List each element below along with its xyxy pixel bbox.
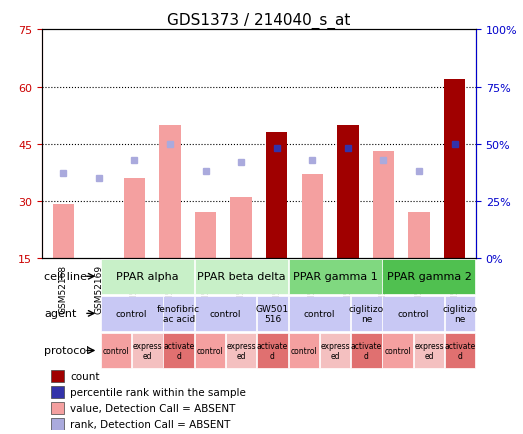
Bar bbox=[302, 174, 323, 258]
Polygon shape bbox=[51, 370, 64, 382]
Text: PPAR gamma 1: PPAR gamma 1 bbox=[293, 272, 378, 282]
Text: protocol: protocol bbox=[44, 345, 89, 355]
Polygon shape bbox=[195, 296, 256, 331]
Polygon shape bbox=[445, 333, 475, 368]
Polygon shape bbox=[257, 296, 288, 331]
Polygon shape bbox=[195, 333, 225, 368]
Bar bbox=[373, 152, 394, 258]
Text: control: control bbox=[116, 309, 147, 318]
Text: percentile rank within the sample: percentile rank within the sample bbox=[70, 387, 246, 397]
Text: control: control bbox=[290, 346, 317, 355]
Text: PPAR gamma 2: PPAR gamma 2 bbox=[386, 272, 471, 282]
Polygon shape bbox=[164, 333, 194, 368]
Polygon shape bbox=[164, 296, 194, 331]
Text: rank, Detection Call = ABSENT: rank, Detection Call = ABSENT bbox=[70, 419, 231, 429]
Polygon shape bbox=[320, 333, 350, 368]
Bar bbox=[231, 197, 252, 258]
Text: express
ed: express ed bbox=[414, 341, 444, 360]
Polygon shape bbox=[195, 259, 288, 294]
Text: ciglitizo
ne: ciglitizo ne bbox=[349, 304, 384, 323]
Polygon shape bbox=[51, 418, 64, 430]
Text: cell line: cell line bbox=[44, 272, 87, 282]
Bar bbox=[123, 178, 145, 258]
Text: control: control bbox=[197, 346, 223, 355]
Bar bbox=[266, 133, 287, 258]
Bar bbox=[195, 213, 216, 258]
Text: fenofibric
ac acid: fenofibric ac acid bbox=[157, 304, 200, 323]
Text: control: control bbox=[384, 346, 411, 355]
Bar bbox=[337, 125, 358, 258]
Text: activate
d: activate d bbox=[445, 341, 476, 360]
Text: ciglitizo
ne: ciglitizo ne bbox=[443, 304, 478, 323]
Text: GW501
516: GW501 516 bbox=[256, 304, 289, 323]
Text: control: control bbox=[304, 309, 335, 318]
Polygon shape bbox=[414, 333, 444, 368]
Polygon shape bbox=[132, 333, 163, 368]
Text: agent: agent bbox=[44, 309, 76, 319]
Polygon shape bbox=[382, 259, 475, 294]
Polygon shape bbox=[226, 333, 256, 368]
Polygon shape bbox=[382, 333, 413, 368]
Text: activate
d: activate d bbox=[257, 341, 288, 360]
Bar bbox=[408, 213, 430, 258]
Polygon shape bbox=[101, 333, 131, 368]
Bar bbox=[160, 125, 180, 258]
Text: count: count bbox=[70, 372, 99, 381]
Text: control: control bbox=[103, 346, 130, 355]
Polygon shape bbox=[289, 296, 350, 331]
Polygon shape bbox=[351, 296, 382, 331]
Polygon shape bbox=[51, 402, 64, 414]
Title: GDS1373 / 214040_s_at: GDS1373 / 214040_s_at bbox=[167, 13, 350, 29]
Text: express
ed: express ed bbox=[132, 341, 162, 360]
Text: PPAR beta delta: PPAR beta delta bbox=[197, 272, 286, 282]
Text: activate
d: activate d bbox=[351, 341, 382, 360]
Polygon shape bbox=[289, 333, 319, 368]
Text: control: control bbox=[210, 309, 241, 318]
Polygon shape bbox=[289, 259, 382, 294]
Text: control: control bbox=[397, 309, 429, 318]
Polygon shape bbox=[101, 259, 194, 294]
Text: express
ed: express ed bbox=[320, 341, 350, 360]
Polygon shape bbox=[51, 386, 64, 398]
Text: activate
d: activate d bbox=[163, 341, 194, 360]
Polygon shape bbox=[101, 296, 163, 331]
Bar bbox=[52, 205, 74, 258]
Polygon shape bbox=[257, 333, 288, 368]
Polygon shape bbox=[445, 296, 475, 331]
Polygon shape bbox=[351, 333, 382, 368]
Polygon shape bbox=[382, 296, 444, 331]
Text: PPAR alpha: PPAR alpha bbox=[116, 272, 179, 282]
Text: express
ed: express ed bbox=[226, 341, 256, 360]
Bar bbox=[444, 80, 465, 258]
Text: value, Detection Call = ABSENT: value, Detection Call = ABSENT bbox=[70, 403, 235, 413]
